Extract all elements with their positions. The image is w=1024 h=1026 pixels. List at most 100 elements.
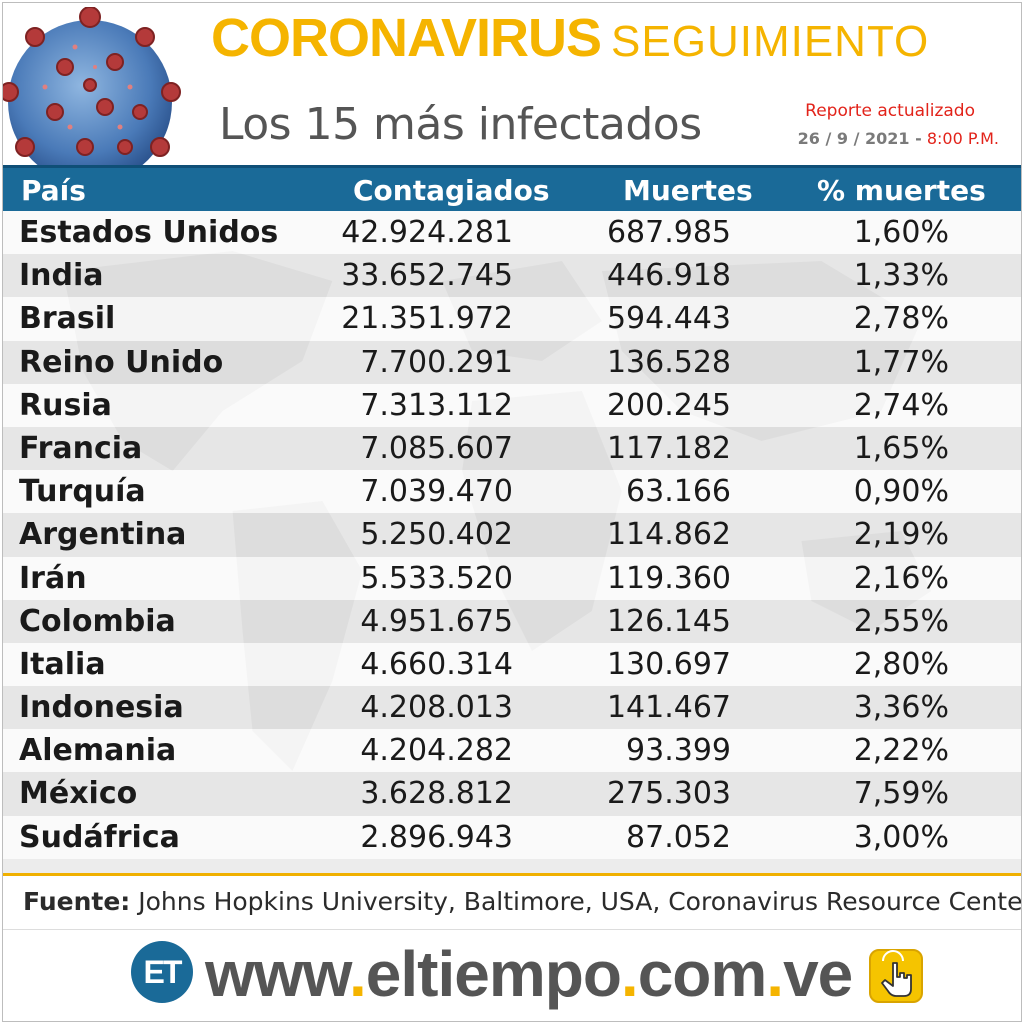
cell-pct: 2,16%	[853, 560, 949, 596]
cell-country: Brasil	[19, 301, 116, 337]
url-dot: .	[766, 938, 784, 1010]
cell-country: Francia	[19, 430, 143, 466]
table-row: Alemania 4.204.282 93.399 2,22%	[3, 729, 1021, 773]
cell-pct: 2,22%	[853, 733, 949, 769]
cell-deaths: 200.245	[606, 387, 731, 423]
cell-deaths: 87.052	[626, 819, 731, 855]
header: CORONAVIRUS SEGUIMIENTO Los 15 más infect…	[3, 3, 1021, 169]
cell-cases: 4.660.314	[360, 646, 513, 682]
cell-cases: 5.533.520	[360, 560, 513, 596]
cell-cases: 7.039.470	[360, 474, 513, 510]
cell-cases: 7.700.291	[360, 344, 513, 380]
cell-pct: 2,19%	[853, 517, 949, 553]
url-part: ve	[783, 938, 853, 1010]
column-header-cases: Contagiados	[353, 174, 550, 207]
cell-country: México	[19, 776, 138, 812]
cell-deaths: 594.443	[606, 301, 731, 337]
cell-pct: 2,80%	[853, 646, 949, 682]
cell-pct: 3,00%	[853, 819, 949, 855]
cell-country: Sudáfrica	[19, 819, 180, 855]
column-header-country: País	[21, 174, 86, 207]
cell-cases: 42.924.281	[341, 215, 513, 250]
url-dot: .	[348, 938, 367, 1010]
cell-pct: 1,60%	[853, 215, 949, 250]
cell-deaths: 119.360	[606, 560, 731, 596]
cell-deaths: 446.918	[606, 258, 731, 294]
cell-deaths: 93.399	[626, 733, 731, 769]
url-part: www	[205, 938, 350, 1010]
title: CORONAVIRUS SEGUIMIENTO	[211, 11, 929, 65]
cell-country: Alemania	[19, 733, 177, 769]
cell-cases: 7.313.112	[360, 387, 513, 423]
cell-pct: 0,90%	[853, 474, 949, 510]
cell-cases: 21.351.972	[341, 301, 513, 337]
report-time-value: 8:00 P.M.	[926, 129, 999, 148]
site-url-link[interactable]: www.eltiempo.com.ve	[205, 937, 853, 1011]
url-part: eltiempo	[365, 938, 622, 1010]
column-header-deaths: Muertes	[623, 174, 753, 207]
title-sub: SEGUIMIENTO	[611, 17, 930, 66]
cell-deaths: 117.182	[606, 430, 731, 466]
report-date: 26 / 9 / 2021 - 8:00 P.M.	[798, 129, 999, 148]
cell-pct: 1,33%	[853, 258, 949, 294]
cell-country: Irán	[19, 560, 87, 596]
cell-deaths: 275.303	[606, 776, 731, 812]
cell-cases: 4.204.282	[360, 733, 513, 769]
subtitle: Los 15 más infectados	[219, 99, 702, 150]
cell-deaths: 130.697	[606, 646, 731, 682]
table-row: Colombia 4.951.675 126.145 2,55%	[3, 599, 1021, 643]
table-row: India 33.652.745 446.918 1,33%	[3, 254, 1021, 298]
source-label: Fuente:	[23, 887, 131, 916]
hand-pointer-icon	[869, 949, 923, 1003]
cell-cases: 5.250.402	[360, 517, 513, 553]
cell-deaths: 126.145	[606, 603, 731, 639]
table-row: Sudáfrica 2.896.943 87.052 3,00%	[3, 815, 1021, 859]
cell-country: Argentina	[19, 517, 187, 553]
table-body: Estados Unidos 42.924.281 687.985 1,60% Ind…	[3, 211, 1021, 859]
cell-country: Turquía	[19, 474, 146, 510]
cell-deaths: 136.528	[606, 344, 731, 380]
cell-country: Italia	[19, 646, 106, 682]
cell-cases: 7.085.607	[360, 430, 513, 466]
coronavirus-icon	[3, 7, 181, 169]
source-text: Johns Hopkins University, Baltimore, USA…	[138, 887, 1022, 916]
table-row: Brasil 21.351.972 594.443 2,78%	[3, 297, 1021, 341]
data-table: País Contagiados Muertes % muertes Estad…	[3, 165, 1021, 873]
title-main: CORONAVIRUS	[211, 8, 602, 68]
table-row: Argentina 5.250.402 114.862 2,19%	[3, 513, 1021, 557]
url-part: com	[637, 938, 768, 1010]
cell-cases: 4.208.013	[360, 690, 513, 726]
table-row: Rusia 7.313.112 200.245 2,74%	[3, 383, 1021, 427]
report-date-value: 26 / 9 / 2021 -	[797, 129, 922, 148]
table-row: Turquía 7.039.470 63.166 0,90%	[3, 470, 1021, 514]
footer-divider	[3, 929, 1021, 930]
table-row: Italia 4.660.314 130.697 2,80%	[3, 642, 1021, 687]
cell-pct: 2,78%	[853, 301, 949, 337]
cell-pct: 2,55%	[853, 603, 949, 639]
column-header-pct: % muertes	[817, 174, 986, 207]
table-row: Francia 7.085.607 117.182 1,65%	[3, 426, 1021, 471]
cell-country: Rusia	[19, 387, 112, 423]
cell-cases: 4.951.675	[360, 603, 513, 639]
source-credit: Fuente: Johns Hopkins University, Baltim…	[23, 887, 1022, 916]
cell-pct: 1,77%	[853, 344, 949, 380]
cell-cases: 3.628.812	[360, 776, 513, 812]
report-label: Reporte actualizado	[805, 101, 975, 121]
cell-pct: 3,36%	[853, 690, 949, 726]
divider	[3, 873, 1021, 876]
table-row: Irán 5.533.520 119.360 2,16%	[3, 556, 1021, 600]
cell-deaths: 141.467	[606, 690, 731, 726]
cell-cases: 2.896.943	[360, 819, 513, 855]
cell-deaths: 63.166	[626, 474, 731, 510]
table-row: México 3.628.812 275.303 7,59%	[3, 772, 1021, 816]
cell-country: Estados Unidos	[19, 215, 279, 250]
cell-pct: 7,59%	[853, 776, 949, 812]
cell-country: Reino Unido	[19, 344, 224, 380]
cell-country: Indonesia	[19, 690, 184, 726]
table-header: País Contagiados Muertes % muertes	[3, 165, 1021, 211]
cell-pct: 2,74%	[853, 387, 949, 423]
table-row: Estados Unidos 42.924.281 687.985 1,60%	[3, 211, 1021, 255]
cell-pct: 1,65%	[853, 430, 949, 466]
cell-deaths: 114.862	[606, 517, 731, 553]
